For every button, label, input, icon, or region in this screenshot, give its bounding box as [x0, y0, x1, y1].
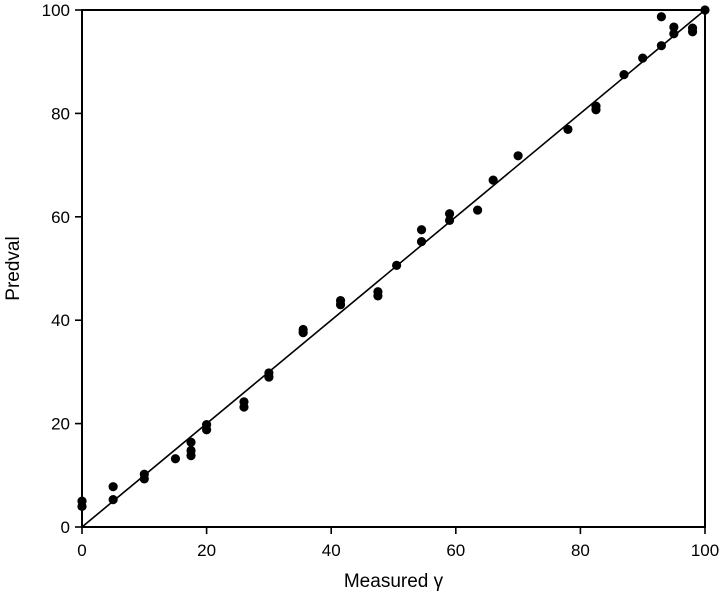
- data-points: [77, 5, 710, 511]
- y-tick-label: 100: [42, 1, 70, 20]
- data-point: [335, 300, 346, 310]
- data-point: [473, 205, 483, 215]
- data-point: [416, 237, 427, 247]
- data-point: [656, 12, 666, 22]
- data-point: [513, 151, 523, 161]
- data-point: [444, 209, 455, 219]
- data-point: [669, 29, 679, 39]
- data-point: [373, 291, 383, 301]
- data-point: [108, 494, 118, 505]
- data-point: [264, 372, 274, 382]
- tick-layer: 0 20 40 60 80 100 0 20 40 60 80 100: [42, 1, 720, 560]
- data-point: [416, 225, 427, 235]
- data-point: [638, 53, 648, 63]
- y-tick-label: 60: [51, 208, 70, 227]
- x-tick-label: 0: [77, 541, 86, 560]
- data-point: [591, 105, 601, 115]
- data-point: [392, 260, 402, 270]
- x-axis-title: Measured γ: [344, 571, 444, 592]
- y-tick-label: 40: [51, 311, 70, 330]
- data-point: [170, 454, 181, 464]
- data-point: [186, 437, 196, 447]
- data-point: [108, 482, 118, 492]
- data-point: [700, 5, 710, 15]
- y-axis-title: Predval: [3, 236, 24, 300]
- data-point: [298, 328, 308, 338]
- y-tick-label: 0: [61, 518, 70, 537]
- plot-frame: [81, 9, 706, 528]
- data-point: [488, 175, 498, 185]
- data-point: [656, 41, 666, 51]
- data-point: [77, 501, 87, 511]
- y-tick-label: 20: [51, 415, 70, 434]
- data-point: [563, 124, 573, 135]
- y-tick-label: 80: [51, 104, 70, 123]
- data-point: [619, 70, 629, 80]
- data-point: [239, 402, 249, 412]
- data-point: [186, 451, 196, 461]
- x-tick-label: 80: [571, 541, 590, 560]
- data-point: [139, 474, 149, 484]
- data-point: [687, 27, 698, 37]
- x-tick-label: 60: [446, 541, 465, 560]
- data-point: [202, 425, 212, 435]
- data-point: [669, 22, 679, 32]
- x-tick-label: 100: [691, 541, 719, 560]
- x-tick-label: 40: [322, 541, 341, 560]
- x-tick-label: 20: [197, 541, 216, 560]
- data-point: [444, 215, 455, 226]
